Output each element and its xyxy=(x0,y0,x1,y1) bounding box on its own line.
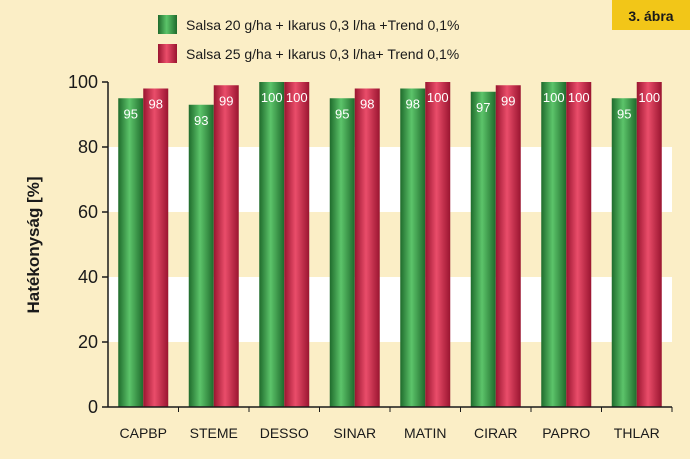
x-ticks: CAPBP STEME DESSO SINAR MATIN CIRAR PAPRO THLAR xyxy=(120,407,673,441)
value-label: 95 xyxy=(335,106,349,121)
x-tick-label: PAPRO xyxy=(542,425,590,441)
y-tick-label: 40 xyxy=(78,267,98,287)
value-label: 98 xyxy=(406,97,420,112)
legend-label: Salsa 25 g/ha + Ikarus 0,3 l/ha+ Trend 0… xyxy=(186,46,459,62)
x-tick-label: DESSO xyxy=(260,425,309,441)
x-tick-label: THLAR xyxy=(614,425,660,441)
y-tick-label: 80 xyxy=(78,137,98,157)
value-label: 100 xyxy=(568,90,590,105)
value-label: 97 xyxy=(476,100,490,115)
x-tick-label: CIRAR xyxy=(474,425,518,441)
value-label: 100 xyxy=(638,90,660,105)
y-tick-label: 100 xyxy=(68,72,98,92)
value-label: 98 xyxy=(149,97,163,112)
y-ticks: 0 20 40 60 80 100 xyxy=(68,72,108,417)
badge-text: 3. ábra xyxy=(628,8,673,24)
bar-sinar-series-2 xyxy=(354,88,380,407)
value-label: 100 xyxy=(261,90,283,105)
x-tick-label: MATIN xyxy=(404,425,447,441)
bar-sinar-series-1 xyxy=(329,98,355,407)
value-label: 95 xyxy=(617,106,631,121)
bar-thlar-series-1 xyxy=(611,98,637,407)
value-label: 100 xyxy=(427,90,449,105)
bar-desso-series-2 xyxy=(284,82,310,407)
value-label: 99 xyxy=(501,93,515,108)
y-tick-label: 60 xyxy=(78,202,98,222)
value-label: 98 xyxy=(360,97,374,112)
legend: Salsa 20 g/ha + Ikarus 0,3 l/ha +Trend 0… xyxy=(158,15,459,63)
bar-steme-series-2 xyxy=(213,85,239,407)
bar-steme-series-1 xyxy=(188,104,214,407)
x-tick-label: STEME xyxy=(190,425,238,441)
legend-label: Salsa 20 g/ha + Ikarus 0,3 l/ha +Trend 0… xyxy=(186,17,459,33)
legend-swatch xyxy=(158,15,177,34)
value-label: 100 xyxy=(543,90,565,105)
bar-matin-series-2 xyxy=(425,82,451,407)
y-axis-label: Hatékonyság [%] xyxy=(24,177,43,314)
bar-cirar-series-2 xyxy=(495,85,521,407)
legend-swatch xyxy=(158,44,177,63)
y-tick-label: 0 xyxy=(88,397,98,417)
bar-cirar-series-1 xyxy=(470,91,496,407)
value-label: 100 xyxy=(286,90,308,105)
x-tick-label: CAPBP xyxy=(120,425,167,441)
bar-thlar-series-2 xyxy=(636,82,662,407)
badge-background xyxy=(612,0,690,30)
figure-badge: 3. ábra xyxy=(612,0,690,30)
value-label: 93 xyxy=(194,113,208,128)
y-tick-label: 20 xyxy=(78,332,98,352)
x-tick-label: SINAR xyxy=(333,425,376,441)
bar-capbp-series-1 xyxy=(118,98,144,407)
value-label: 95 xyxy=(124,106,138,121)
value-label: 99 xyxy=(219,93,233,108)
bar-papro-series-2 xyxy=(566,82,592,407)
bars xyxy=(118,82,662,407)
bar-desso-series-1 xyxy=(259,82,285,407)
bar-papro-series-1 xyxy=(541,82,567,407)
bar-matin-series-1 xyxy=(400,88,426,407)
bar-capbp-series-2 xyxy=(143,88,169,407)
